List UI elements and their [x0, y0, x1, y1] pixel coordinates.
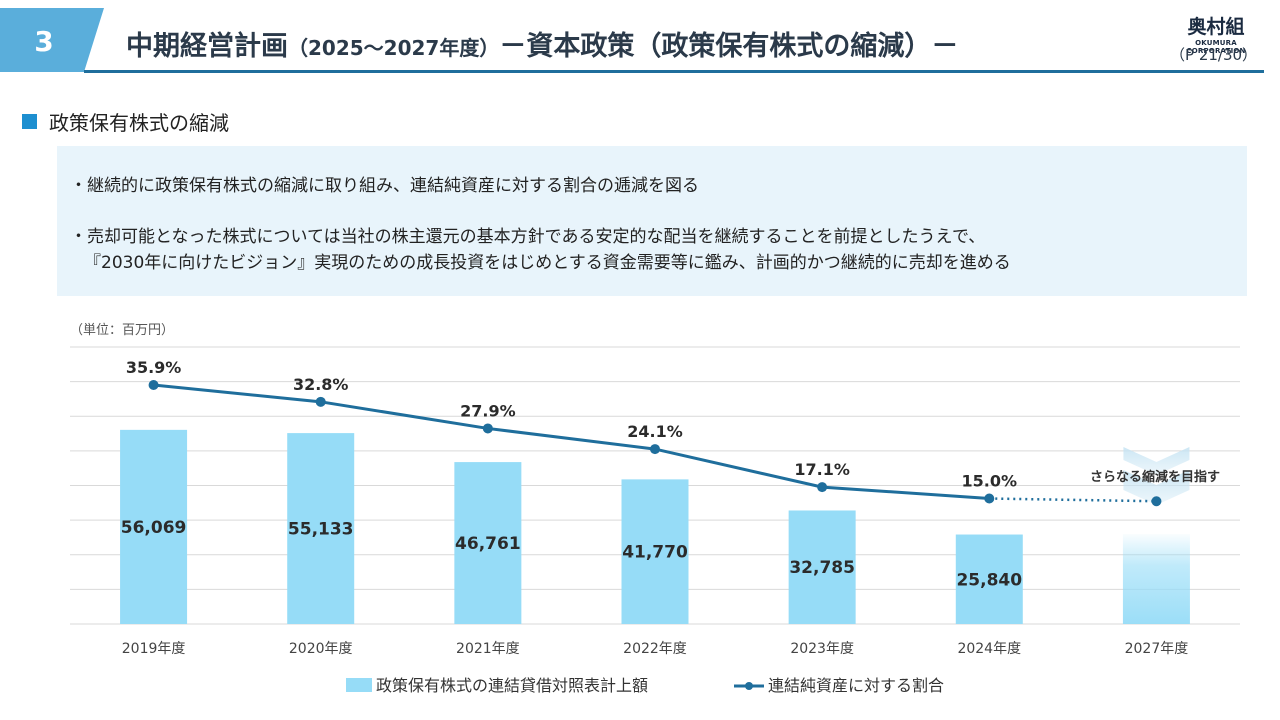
title-sub: （2025～2027年度）	[288, 36, 500, 60]
chevron-down-icon	[1123, 447, 1190, 475]
section-badge: 3	[0, 8, 104, 72]
ratio-value-label: 35.9%	[126, 358, 182, 377]
x-tick-label: 2023年度	[790, 641, 854, 657]
bar	[955, 534, 1023, 624]
x-tick-label: 2024年度	[957, 641, 1021, 657]
unit-label: （単位：百万円）	[70, 322, 174, 338]
ratio-point	[984, 493, 995, 504]
section-title: 政策保有株式の縮減	[49, 111, 229, 135]
x-tick-label: 2022年度	[623, 641, 687, 657]
note-line-2: ・売却可能となった株式については当社の株主還元の基本方針である安定的な配当を継続…	[70, 227, 986, 247]
legend: 政策保有株式の連結貸借対照表計上額 連結純資産に対する割合	[346, 676, 944, 695]
ratio-point	[817, 482, 828, 493]
ratio-point	[148, 379, 159, 390]
section-heading: 政策保有株式の縮減	[22, 107, 229, 136]
bar	[788, 510, 856, 624]
bar	[287, 433, 355, 624]
target-bar	[1122, 533, 1190, 624]
bar	[621, 479, 689, 624]
bar-value-label: 41,770	[622, 543, 688, 563]
legend-bar-label: 政策保有株式の連結貸借対照表計上額	[376, 676, 648, 695]
page-title: 中期経営計画（2025～2027年度）－資本政策（政策保有株式の縮減）－	[126, 24, 958, 63]
ratio-point	[482, 423, 493, 434]
page-number: （P 21/30）	[1170, 46, 1258, 64]
bar-value-label: 46,761	[455, 534, 521, 554]
bar-value-label: 56,069	[121, 518, 187, 538]
line-series	[148, 379, 1162, 507]
annotation-text: さらなる縮減を目指す	[1090, 469, 1220, 485]
legend-line-marker	[745, 682, 753, 690]
ratio-value-label: 27.9%	[460, 401, 516, 420]
ratio-line	[153, 383, 990, 501]
logo-sub: OKUMURA CORPORATION	[1186, 39, 1246, 55]
company-logo: 奥村組 OKUMURA CORPORATION	[1168, 12, 1264, 55]
x-tick-label: 2021年度	[456, 641, 520, 657]
bar-value-label: 32,785	[789, 558, 855, 578]
bar	[120, 429, 188, 624]
note-box	[57, 146, 1247, 296]
ratio-value-label: 24.1%	[627, 422, 683, 441]
bar-series	[120, 429, 1190, 624]
bar-value-label: 55,133	[288, 520, 354, 540]
combo-chart: 56,069 55,133 46,761 41,770 32,785 25,840 2019…	[70, 322, 1240, 695]
section-square-icon	[22, 114, 37, 129]
x-tick-label: 2027年度	[1125, 641, 1189, 657]
target-arrow-decoration	[1123, 447, 1190, 505]
chart-labels: 56,069 55,133 46,761 41,770 32,785 25,840 2019…	[121, 358, 1188, 657]
section-number: 3	[34, 25, 53, 58]
ratio-value-label: 17.1%	[794, 460, 850, 479]
ratio-point	[1151, 496, 1162, 507]
note-line-3: 『2030年に向けたビジョン』実現のための成長投資をはじめとする資金需要等に鑑み…	[84, 253, 1011, 273]
note-line-1: ・継続的に政策保有株式の縮減に取り組み、連結純資産に対する割合の逓減を図る	[70, 176, 699, 196]
bar-value-label: 25,840	[956, 570, 1022, 590]
x-tick-label: 2020年度	[289, 641, 353, 657]
logo-main: 奥村組	[1187, 16, 1245, 38]
ratio-projection-line	[989, 497, 1157, 503]
legend-line-label: 連結純資産に対する割合	[768, 676, 944, 695]
legend-bar-swatch	[346, 678, 372, 692]
header-divider	[84, 70, 1264, 73]
bar	[454, 462, 522, 624]
title-main: 中期経営計画	[126, 31, 288, 62]
ratio-point	[315, 396, 326, 407]
title-tail: －資本政策（政策保有株式の縮減）－	[499, 31, 959, 62]
ratio-value-label: 15.0%	[962, 472, 1018, 491]
x-tick-label: 2019年度	[122, 641, 186, 657]
ratio-value-label: 32.8%	[293, 375, 349, 394]
chevron-down-icon	[1123, 470, 1190, 505]
ratio-point	[650, 444, 660, 455]
